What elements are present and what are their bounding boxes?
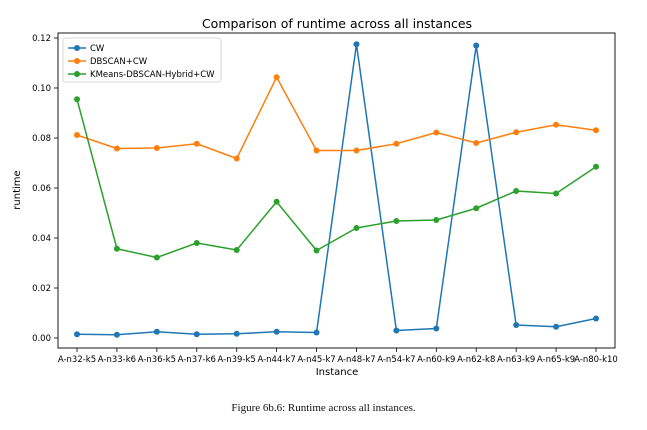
legend: CW DBSCAN+CW KMeans-DBSCAN-Hybrid+CW bbox=[62, 37, 222, 83]
data-point-cw bbox=[193, 331, 200, 338]
x-tick-label: A-n33-k6 bbox=[98, 355, 136, 365]
x-tick-label: A-n48-k7 bbox=[337, 355, 375, 365]
y-tick-label: 0.00 bbox=[32, 334, 51, 344]
data-point-dbscan-cw bbox=[233, 155, 240, 162]
data-point-dbscan-cw bbox=[353, 147, 360, 154]
legend-label-kmeans-dbscan-hybrid-cw: KMeans-DBSCAN-Hybrid+CW bbox=[90, 70, 215, 80]
data-point-cw bbox=[113, 331, 120, 338]
data-point-cw bbox=[553, 323, 560, 330]
chart-title: Comparison of runtime across all instanc… bbox=[202, 16, 472, 31]
x-tick-label: A-n54-k7 bbox=[377, 355, 415, 365]
legend-item-cw: CW bbox=[68, 44, 105, 54]
data-point-dbscan-cw bbox=[74, 132, 80, 138]
y-tick-label: 0.04 bbox=[32, 234, 51, 244]
series-layer bbox=[74, 41, 599, 338]
data-point-cw bbox=[393, 327, 400, 334]
data-point-kmeans-dbscan-hybrid-cw bbox=[433, 217, 440, 223]
legend-marker-dbscan-cw bbox=[74, 58, 80, 64]
data-point-cw bbox=[433, 325, 440, 332]
data-point-dbscan-cw bbox=[193, 140, 200, 147]
data-point-cw bbox=[473, 42, 480, 49]
data-point-cw bbox=[74, 331, 80, 338]
data-point-kmeans-dbscan-hybrid-cw bbox=[353, 225, 360, 231]
x-tick-label: A-n36-k5 bbox=[138, 355, 176, 365]
y-tick-label: 0.02 bbox=[32, 284, 51, 294]
x-tick-label: A-n37-k6 bbox=[178, 355, 216, 365]
data-point-dbscan-cw bbox=[153, 145, 160, 151]
data-point-dbscan-cw bbox=[513, 129, 520, 136]
data-point-dbscan-cw bbox=[433, 129, 440, 136]
y-tick-label: 0.06 bbox=[32, 184, 51, 194]
data-point-kmeans-dbscan-hybrid-cw bbox=[393, 218, 400, 224]
legend-item-kmeans-dbscan-hybrid-cw: KMeans-DBSCAN-Hybrid+CW bbox=[68, 70, 215, 80]
data-point-cw bbox=[273, 328, 280, 335]
x-axis-label: Instance bbox=[316, 367, 359, 378]
data-point-kmeans-dbscan-hybrid-cw bbox=[553, 190, 560, 197]
data-point-dbscan-cw bbox=[593, 127, 599, 134]
data-point-cw bbox=[153, 328, 160, 335]
data-point-dbscan-cw bbox=[273, 74, 280, 81]
data-point-kmeans-dbscan-hybrid-cw bbox=[193, 240, 200, 246]
x-tick-label: A-n44-k7 bbox=[257, 355, 295, 365]
y-axis-label: runtime bbox=[12, 170, 23, 209]
data-point-dbscan-cw bbox=[113, 145, 120, 152]
data-point-kmeans-dbscan-hybrid-cw bbox=[593, 163, 599, 170]
data-point-dbscan-cw bbox=[393, 140, 400, 147]
data-point-cw bbox=[233, 330, 240, 337]
y-axis: 0.00 0.02 0.04 0.06 0.08 0.10 0.12 bbox=[32, 34, 58, 344]
data-point-kmeans-dbscan-hybrid-cw bbox=[273, 198, 280, 205]
data-point-dbscan-cw bbox=[553, 121, 560, 128]
plot-frame bbox=[57, 32, 616, 349]
x-axis: A-n32-k5 A-n33-k6 A-n36-k5 A-n37-k6 A-n39-k5… bbox=[58, 348, 618, 365]
x-tick-label: A-n63-k9 bbox=[497, 355, 535, 365]
series-line-dbscan-cw bbox=[76, 76, 597, 160]
data-point-dbscan-cw bbox=[313, 147, 320, 154]
data-point-kmeans-dbscan-hybrid-cw bbox=[233, 247, 240, 253]
legend-marker-kmeans-dbscan-hybrid-cw bbox=[74, 71, 80, 77]
legend-label-cw: CW bbox=[90, 44, 105, 54]
x-tick-label: A-n45-k7 bbox=[297, 355, 335, 365]
legend-item-dbscan-cw: DBSCAN+CW bbox=[68, 57, 148, 67]
x-tick-label: A-n39-k5 bbox=[218, 355, 256, 365]
data-point-kmeans-dbscan-hybrid-cw bbox=[74, 96, 80, 103]
data-point-cw bbox=[593, 315, 599, 322]
data-point-cw bbox=[353, 41, 360, 48]
y-tick-label: 0.12 bbox=[32, 34, 51, 44]
x-tick-label: A-n32-k5 bbox=[58, 355, 96, 365]
x-tick-label: A-n62-k8 bbox=[457, 355, 495, 365]
series-line-cw bbox=[76, 43, 597, 336]
data-point-kmeans-dbscan-hybrid-cw bbox=[513, 188, 520, 194]
data-point-cw bbox=[313, 329, 320, 336]
data-point-kmeans-dbscan-hybrid-cw bbox=[313, 247, 320, 254]
legend-marker-cw bbox=[74, 45, 80, 51]
data-point-dbscan-cw bbox=[473, 140, 480, 146]
series-line-kmeans-dbscan-hybrid-cw bbox=[76, 99, 597, 259]
data-point-kmeans-dbscan-hybrid-cw bbox=[153, 254, 160, 261]
legend-label-dbscan-cw: DBSCAN+CW bbox=[90, 57, 148, 67]
x-tick-label: A-n60-k9 bbox=[417, 355, 455, 365]
y-tick-label: 0.10 bbox=[32, 84, 51, 94]
y-tick-label: 0.08 bbox=[32, 134, 51, 144]
x-tick-label: A-n65-k9 bbox=[537, 355, 575, 365]
data-point-cw bbox=[513, 322, 520, 328]
figure-caption: Figure 6b.6: Runtime across all instance… bbox=[231, 402, 416, 414]
legend-box bbox=[62, 37, 222, 83]
x-tick-label: A-n80-k10 bbox=[574, 355, 618, 365]
data-point-kmeans-dbscan-hybrid-cw bbox=[473, 205, 480, 212]
data-point-kmeans-dbscan-hybrid-cw bbox=[113, 245, 120, 252]
